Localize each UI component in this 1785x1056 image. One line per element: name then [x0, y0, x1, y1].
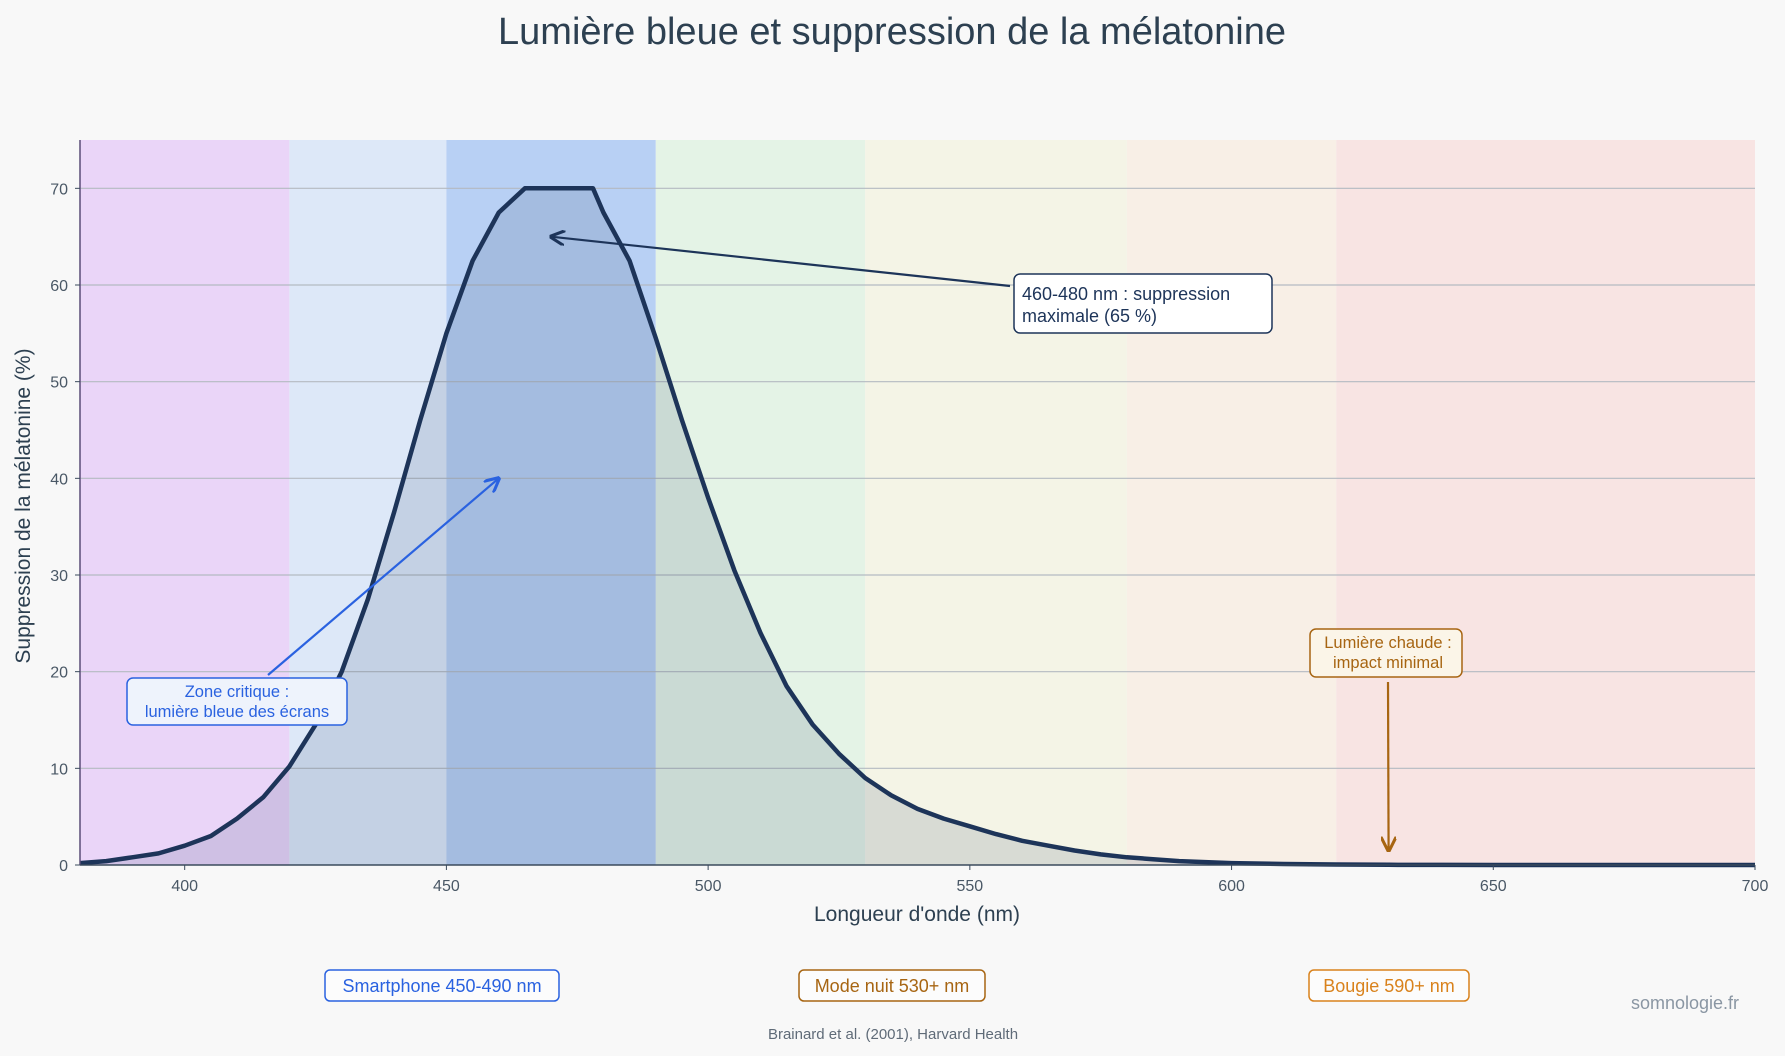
gridlines	[80, 187, 1755, 769]
y-tick-label: 60	[50, 278, 68, 295]
legend-box	[798, 969, 986, 1002]
band-450-490	[446, 140, 656, 865]
series-line	[79, 186, 1755, 868]
annotation-box	[1309, 628, 1463, 678]
x-axis-label: Longueur d'onde (nm)	[814, 903, 1020, 926]
legend-box	[324, 969, 560, 1002]
y-tick-label: 0	[59, 858, 68, 875]
legend-label: Smartphone 450-490 nm	[342, 976, 541, 996]
annotation-arrow	[267, 478, 499, 676]
annotation-text: Zone critique :	[185, 683, 290, 701]
x-tick-label: 450	[433, 878, 460, 895]
legend-label: Bougie 590+ nm	[1323, 976, 1455, 996]
x-tick-label: 400	[171, 878, 198, 895]
annotation-text: maximale (65 %)	[1022, 306, 1157, 326]
legend-label: Mode nuit 530+ nm	[815, 976, 970, 996]
chart-title: Lumière bleue et suppression de la mélat…	[498, 11, 1286, 53]
x-tick-label: 700	[1742, 878, 1769, 895]
annotation-box	[126, 677, 348, 726]
y-axis-label: Suppression de la mélatonine (%)	[12, 348, 35, 663]
y-tick-label: 50	[50, 375, 68, 392]
legend-labels: Smartphone 450-490 nm Mode nuit 530+ nm Bo…	[324, 969, 1470, 1002]
annotation-text: Lumière chaude :	[1324, 634, 1452, 652]
annotation-box	[1013, 273, 1273, 334]
annotation-arrow	[551, 237, 1011, 288]
x-tick-label: 600	[1218, 878, 1245, 895]
wavelength-bands	[80, 140, 1755, 865]
band-620-700	[1336, 140, 1755, 865]
annotation-arrow	[1388, 681, 1389, 851]
annotation-text: lumière bleue des écrans	[145, 703, 329, 721]
annotation-text: impact minimal	[1333, 654, 1443, 672]
y-tick-label: 30	[50, 568, 68, 585]
source-note: Brainard et al. (2001), Harvard Health	[768, 1026, 1018, 1043]
y-tick-label: 10	[50, 761, 68, 778]
legend-box	[1308, 969, 1470, 1002]
band-380-420	[80, 140, 290, 865]
y-tick-label: 20	[50, 665, 68, 682]
series-area	[79, 186, 1755, 868]
watermark: somnologie.fr	[1631, 993, 1739, 1013]
series-area-fill	[80, 188, 1755, 866]
band-580-620	[1126, 140, 1337, 865]
axes: 400 450 500 550 600 650 700 0 10 20 30 40 50 60 70	[50, 140, 1768, 895]
band-420-450	[289, 140, 447, 865]
band-530-580	[865, 140, 1127, 865]
x-tick-label: 650	[1480, 878, 1507, 895]
x-tick-label: 550	[956, 878, 983, 895]
annotation-text: 460-480 nm : suppression	[1022, 284, 1230, 304]
y-tick-label: 40	[50, 471, 68, 488]
y-tick-label: 70	[50, 181, 68, 198]
x-tick-label: 500	[695, 878, 722, 895]
